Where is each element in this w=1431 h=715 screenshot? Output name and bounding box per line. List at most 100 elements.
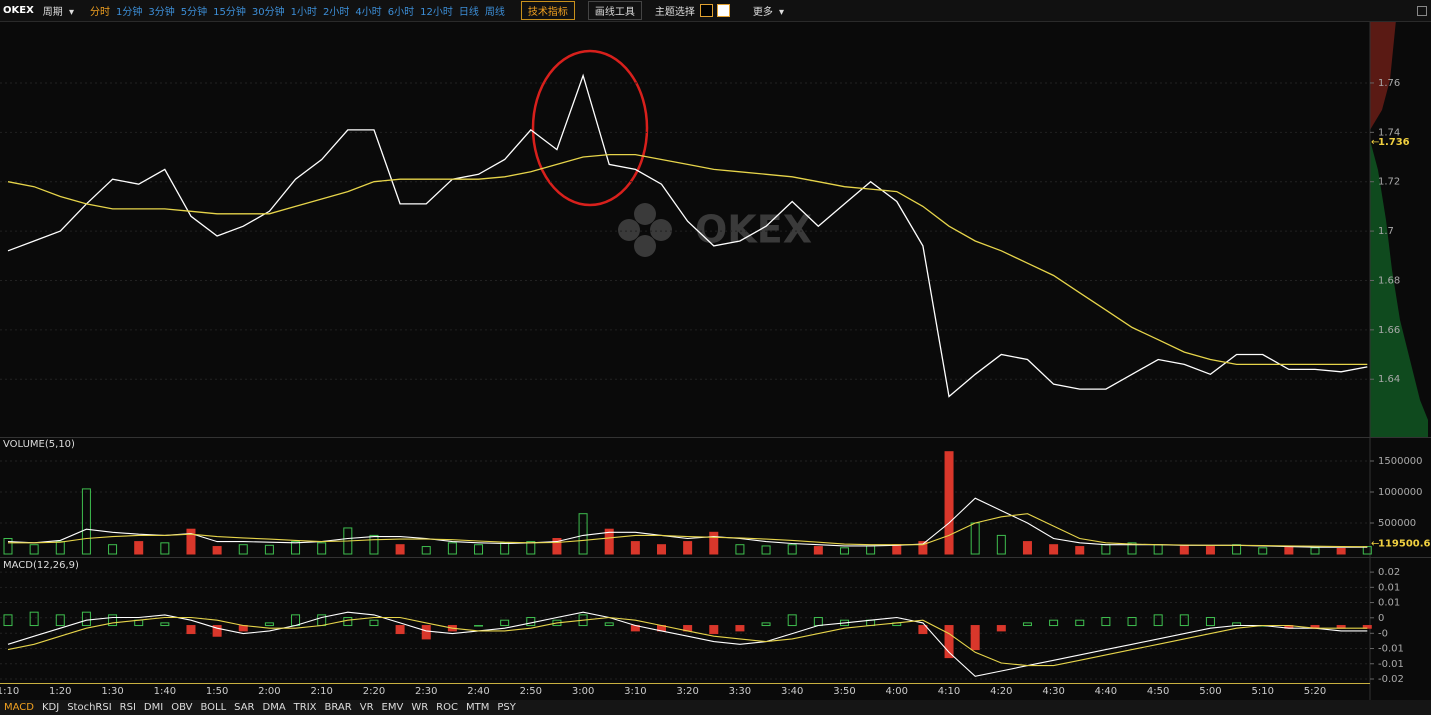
- bar: [134, 541, 144, 555]
- bar: [1075, 619, 1085, 627]
- indicator-tab[interactable]: DMI: [143, 702, 164, 713]
- indicator-tab[interactable]: EMV: [381, 702, 404, 713]
- y-tick-label: -0.02: [1378, 674, 1404, 685]
- brand: OKEX: [3, 5, 34, 16]
- indicator-tab[interactable]: PSY: [497, 702, 516, 713]
- interval-button[interactable]: 2小时: [322, 7, 350, 18]
- interval-button[interactable]: 日线: [458, 7, 479, 18]
- y-tick-label: 0.01: [1378, 598, 1400, 609]
- bar: [1205, 617, 1215, 627]
- bar: [108, 544, 118, 555]
- bar: [1049, 544, 1059, 555]
- period-dropdown[interactable]: 周期 ▾: [42, 7, 74, 18]
- interval-button[interactable]: 分时: [90, 7, 110, 18]
- bar: [1284, 546, 1294, 555]
- watermark-text: OKEX: [695, 208, 812, 252]
- interval-button[interactable]: 15分钟: [213, 7, 246, 18]
- y-tick-label: 1.76: [1378, 78, 1400, 89]
- interval-button[interactable]: 30分钟: [251, 7, 285, 18]
- draw-button[interactable]: 画线工具: [587, 1, 642, 20]
- x-tick-label: 1:50: [206, 686, 228, 697]
- indicator-tab[interactable]: MACD: [4, 702, 34, 713]
- interval-button[interactable]: 5分钟: [180, 7, 208, 18]
- bar: [918, 625, 928, 635]
- bar: [996, 534, 1006, 555]
- indicator-tab[interactable]: StochRSI: [67, 702, 112, 713]
- indicator-tab[interactable]: OBV: [171, 702, 193, 713]
- bar: [944, 451, 954, 555]
- indicator-tab[interactable]: WR: [411, 702, 429, 713]
- y-tick-label: -0.01: [1378, 659, 1404, 670]
- indicator-tab[interactable]: RSI: [119, 702, 136, 713]
- tech-button[interactable]: 技术指标: [520, 1, 575, 20]
- depth-ask: [1370, 20, 1396, 130]
- x-tick-label: 3:20: [676, 686, 698, 697]
- interval-button[interactable]: 6小时: [387, 7, 415, 18]
- panel-title: VOLUME(5,10): [3, 439, 75, 450]
- bar: [604, 528, 614, 555]
- bar: [813, 546, 823, 555]
- x-tick-label: 5:10: [1251, 686, 1273, 697]
- bar: [1258, 547, 1268, 555]
- indicator-tab[interactable]: KDJ: [41, 702, 60, 713]
- bar: [1075, 546, 1085, 555]
- indicator-tab[interactable]: ROC: [436, 702, 458, 713]
- bar: [1336, 547, 1346, 555]
- interval-button[interactable]: 12小时: [420, 7, 453, 18]
- bar: [186, 625, 196, 635]
- x-tick-label: 4:40: [1095, 686, 1117, 697]
- bar: [3, 614, 13, 627]
- x-tick-label: 3:00: [572, 686, 594, 697]
- interval-button[interactable]: 4小时: [355, 7, 382, 18]
- x-tick-label: 5:20: [1304, 686, 1326, 697]
- interval-button[interactable]: 3分钟: [148, 7, 175, 18]
- highlight-circle: [531, 49, 649, 207]
- bar: [81, 611, 91, 627]
- series-line: [7, 153, 1368, 366]
- theme-dark[interactable]: [699, 4, 713, 17]
- x-tick-label: 1:10: [0, 686, 19, 697]
- bar: [212, 625, 222, 637]
- y-tick-label: 0.01: [1378, 582, 1400, 593]
- x-tick-label: 1:30: [101, 686, 123, 697]
- bar: [970, 625, 980, 651]
- watermark: [618, 203, 672, 257]
- bar: [604, 622, 614, 627]
- x-tick-label: 3:30: [729, 686, 751, 697]
- bar: [29, 544, 39, 555]
- panel-title: MACD(12,26,9): [3, 560, 79, 571]
- bar: [709, 625, 719, 635]
- bar: [317, 542, 327, 555]
- indicator-tab[interactable]: SAR: [234, 702, 255, 713]
- x-tick-label: 5:00: [1199, 686, 1221, 697]
- bar: [892, 544, 902, 555]
- fullscreen[interactable]: [1417, 5, 1427, 16]
- x-tick-label: 1:40: [154, 686, 176, 697]
- bar: [500, 542, 510, 555]
- bar: [1153, 614, 1163, 627]
- indicator-tab[interactable]: DMA: [262, 702, 286, 713]
- more-dropdown[interactable]: 更多 ▾: [752, 7, 785, 18]
- indicator-tab[interactable]: MTM: [465, 702, 490, 713]
- y-tick-label: 0.02: [1378, 567, 1400, 578]
- indicator-tab[interactable]: VR: [359, 702, 374, 713]
- interval-button[interactable]: 1分钟: [116, 7, 143, 18]
- bar: [55, 541, 65, 555]
- indicator-tab[interactable]: BOLL: [200, 702, 227, 713]
- bar: [761, 622, 771, 627]
- bar: [630, 541, 640, 555]
- theme-light[interactable]: [716, 4, 730, 17]
- bar: [1127, 542, 1137, 555]
- bar: [421, 546, 431, 555]
- y-tick-label: 0: [1378, 613, 1384, 624]
- indicator-tab[interactable]: BRAR: [324, 702, 352, 713]
- indicator-tab[interactable]: TRIX: [293, 702, 317, 713]
- interval-button[interactable]: 1小时: [290, 7, 317, 18]
- bar: [264, 622, 274, 627]
- bar: [238, 544, 248, 555]
- x-tick-label: 3:50: [833, 686, 855, 697]
- bar: [1049, 619, 1059, 627]
- interval-button[interactable]: 周线: [484, 7, 505, 18]
- bar: [500, 619, 510, 627]
